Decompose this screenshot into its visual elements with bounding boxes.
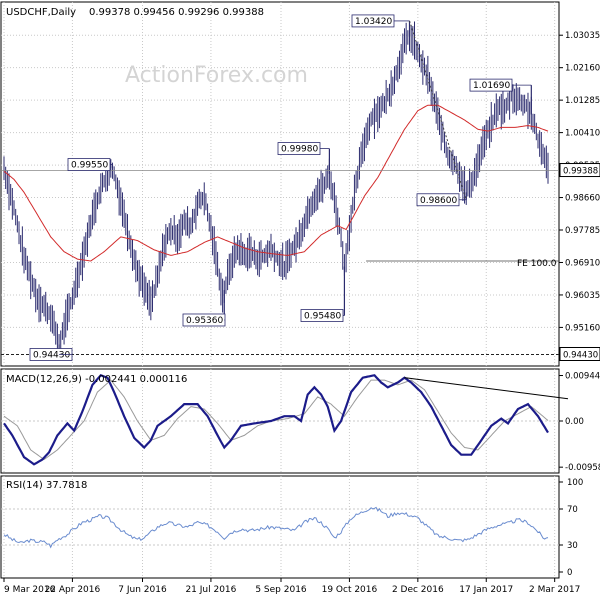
y-tick-label: 1.02160 [565, 64, 600, 74]
swing-dashed-line [409, 20, 467, 200]
rsi-tick-label: 70 [567, 505, 578, 515]
macd-trendline [404, 377, 569, 400]
rsi-tick-label: 0 [567, 568, 572, 578]
y-tick-label: 1.03035 [565, 31, 600, 41]
annotation-label: 0.94430 [33, 350, 70, 360]
annotation-label: 0.98600 [420, 196, 457, 206]
x-tick-label: 17 Jan 2017 [459, 585, 513, 595]
rsi-tick-label: 30 [567, 541, 578, 551]
rsi-panel-frame [0, 475, 560, 579]
symbol-title: USDCHF,Daily [6, 7, 76, 18]
macd-title: MACD(12,26,9) -0.002441 0.000116 [6, 374, 187, 385]
last-price-label: 0.99388 [563, 167, 598, 177]
x-tick-label: 2 Dec 2016 [392, 585, 444, 595]
macd-tick-label: 0.009446 [565, 372, 600, 382]
y-tick-label: 0.98660 [565, 194, 600, 204]
rsi-title: RSI(14) 37.7818 [6, 480, 87, 491]
axis-layer: 1.030351.021601.012851.004100.995350.986… [3, 31, 600, 595]
price-bars [3, 20, 549, 356]
x-tick-label: 22 Apr 2016 [45, 585, 101, 595]
rsi-line [3, 506, 549, 549]
watermark: ActionForex.com [125, 63, 308, 88]
macd-tick-label: 0.00 [565, 417, 584, 427]
x-tick-label: 2 Mar 2017 [529, 585, 580, 595]
annotation-label: 0.99980 [281, 145, 318, 155]
price-annotations: 0.99550 0.94430 0.95360 0.99980 0.95480 1.034… [29, 14, 532, 361]
fe-label: FE 100.0 [517, 259, 557, 269]
y-tick-label: 0.95160 [565, 323, 600, 333]
annotation-label: 0.95360 [186, 316, 223, 326]
macd-panel [1, 374, 569, 466]
x-tick-label: 5 Sep 2016 [255, 585, 307, 595]
y-tick-label: 0.96035 [565, 291, 600, 301]
x-tick-label: 21 Jul 2016 [185, 585, 236, 595]
y-tick-label: 0.96910 [565, 258, 600, 268]
support-box [559, 346, 600, 361]
last-price-box [559, 163, 600, 178]
y-tick-label: 0.97785 [565, 226, 600, 236]
x-tick-label: 9 Mar 2016 [4, 585, 56, 595]
macd-tick-label: -0.009588 [565, 463, 600, 473]
y-tick-label: 1.00410 [565, 129, 600, 139]
annotation-label: 0.99550 [71, 161, 108, 171]
ma-line [3, 104, 549, 262]
y-tick-label: 1.01285 [565, 96, 600, 106]
ohlc-values: 0.99378 0.99456 0.99296 0.99388 [89, 7, 264, 18]
annotation-label: 1.03420 [355, 17, 392, 27]
support-label: 0.94430 [563, 350, 598, 360]
x-tick-label: 7 Jun 2016 [118, 585, 167, 595]
annotation-label: 1.01690 [473, 81, 510, 91]
x-tick-label: 19 Oct 2016 [322, 585, 378, 595]
macd-line [3, 374, 549, 466]
rsi-tick-label: 100 [567, 478, 583, 488]
rsi-panel [1, 506, 559, 549]
main-panel-frame [0, 1, 560, 367]
annotation-label: 0.95480 [304, 312, 341, 322]
